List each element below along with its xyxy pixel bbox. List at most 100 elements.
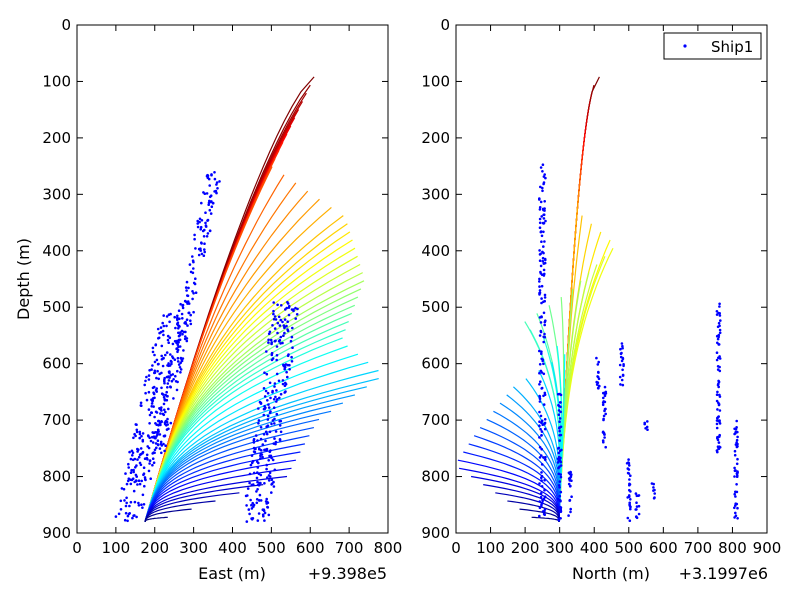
left-ship-point [186, 300, 190, 303]
left-ship-point [141, 440, 145, 443]
left-ship-point [191, 255, 194, 258]
left-ship-point [185, 318, 189, 322]
right-ship-scatter [538, 163, 739, 522]
right-ship-point [540, 463, 544, 466]
left-ship-point [132, 514, 135, 517]
left-ship-point [173, 358, 177, 362]
left-ship-point [270, 478, 274, 482]
right-ship-point [733, 475, 736, 478]
left-ship-point [202, 191, 205, 194]
left-ship-point [165, 351, 169, 354]
left-curve [144, 508, 192, 522]
left-ship-point [165, 324, 168, 328]
right-ship-point [538, 291, 541, 295]
left-ship-point [165, 420, 169, 424]
left-ship-point [255, 460, 259, 463]
right-ship-point [542, 213, 545, 217]
right-ship-point [718, 314, 722, 317]
left-ship-point [272, 309, 275, 313]
left-ship-point [192, 281, 196, 285]
left-ship-point [264, 406, 267, 410]
right-y-tick-label: 500 [421, 298, 450, 316]
left-ship-point [138, 432, 142, 436]
left-ship-point [281, 320, 284, 324]
left-ship-point [132, 436, 135, 440]
right-ship-point [715, 351, 719, 355]
right-ship-point [557, 484, 561, 487]
left-ship-point [274, 318, 278, 321]
right-ship-point [541, 259, 545, 263]
left-ship-point [175, 347, 179, 350]
left-ship-point [291, 346, 294, 350]
left-ship-point [261, 443, 265, 446]
right-x-tick-label: 500 [614, 539, 643, 557]
left-ship-point [255, 498, 259, 501]
left-ship-point [273, 382, 277, 385]
left-ship-point [151, 399, 154, 403]
left-ship-point [148, 422, 151, 425]
left-ship-point [151, 350, 155, 354]
left-ship-point [173, 315, 176, 319]
left-ship-point [281, 382, 285, 386]
left-ship-point [155, 376, 158, 380]
left-ship-point [147, 434, 150, 438]
right-ship-point [601, 439, 605, 442]
right-ship-point [733, 506, 736, 510]
left-ship-point [258, 493, 262, 497]
left-ship-point [137, 501, 140, 505]
right-axes-frame [455, 24, 768, 534]
left-ship-point [259, 437, 263, 441]
left-ship-point [272, 317, 276, 321]
right-ship-point [541, 221, 545, 225]
left-ship-point [258, 499, 261, 502]
left-ship-point [290, 355, 293, 359]
left-ship-point [161, 364, 165, 368]
left-ship-point [151, 346, 155, 350]
left-ship-point [266, 418, 270, 421]
right-ship-point [718, 328, 722, 332]
left-ship-point [267, 338, 270, 342]
left-x-tick-label: 500 [257, 539, 286, 557]
left-ship-point [265, 372, 269, 376]
left-ship-point [270, 422, 273, 426]
left-ship-point [168, 320, 171, 324]
left-ship-point [117, 512, 121, 516]
left-ship-point [250, 454, 254, 457]
right-ship-point [634, 515, 638, 519]
right-ship-point [604, 407, 607, 411]
right-ship-point [628, 495, 631, 499]
legend-box [663, 32, 762, 60]
left-ship-point [177, 363, 181, 366]
left-ship-point [204, 224, 208, 227]
left-ship-point [285, 324, 288, 328]
left-ship-point [151, 441, 155, 444]
right-ship-point [715, 310, 719, 313]
left-ship-point [155, 423, 158, 427]
right-ship-point [717, 385, 720, 389]
right-ship-point [539, 185, 542, 189]
left-ship-point [285, 370, 288, 374]
left-ship-point [255, 490, 258, 493]
left-ship-point [136, 483, 139, 486]
left-ship-point [189, 322, 193, 326]
right-ship-point [543, 332, 546, 336]
right-ship-point [541, 423, 544, 427]
right-ship-point [541, 359, 544, 363]
left-ship-point [128, 450, 131, 454]
left-ship-point [263, 395, 267, 398]
left-ship-point [271, 390, 274, 394]
right-ship-point [736, 506, 739, 510]
left-ship-point [152, 435, 156, 439]
right-ship-point [628, 478, 631, 481]
left-ship-point [144, 478, 147, 482]
left-ship-point [124, 472, 127, 475]
right-ship-point [543, 495, 547, 499]
left-ship-point [268, 475, 272, 478]
left-ship-point [275, 398, 279, 401]
left-ship-point [254, 447, 257, 451]
left-ship-point [275, 358, 279, 362]
left-ship-point [129, 482, 133, 486]
right-ship-point [538, 334, 542, 337]
left-chart: 0 100 200 300 400 500 600 700 800 0 100 200 300 400 5… [14, 16, 402, 583]
right-ship-point [620, 351, 623, 355]
